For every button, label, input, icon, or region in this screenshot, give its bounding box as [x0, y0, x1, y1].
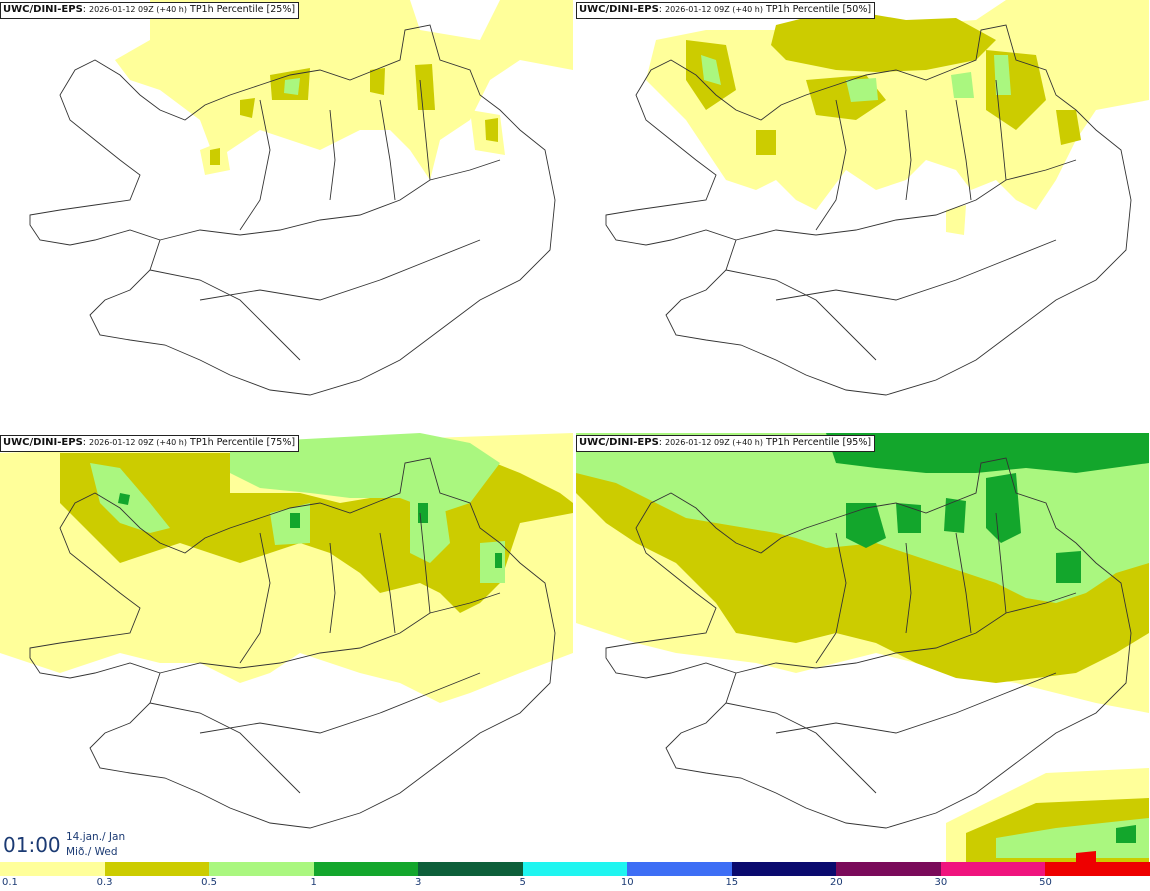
legend-tick-label: 0.1 — [2, 877, 18, 888]
legend-swatch — [522, 862, 628, 876]
panel-title: UWC/DINI-EPS: 2026-01-12 09Z (+40 h) TP1… — [576, 2, 876, 19]
precip-map-p25 — [29, 0, 573, 396]
valid-weekday: Mið./ Wed — [66, 846, 118, 858]
legend-tick-label: 15 — [725, 877, 739, 888]
legend-swatch — [731, 862, 837, 876]
panel-title: UWC/DINI-EPS: 2026-01-12 09Z (+40 h) TP1… — [576, 435, 876, 452]
iceland-outline — [29, 24, 556, 396]
precip-map-p50 — [605, 0, 1149, 396]
legend-swatch — [940, 862, 1046, 876]
panel-title: UWC/DINI-EPS: 2026-01-12 09Z (+40 h) TP1… — [0, 435, 300, 452]
legend-tick-label: 0.3 — [96, 877, 113, 888]
legend-swatch — [627, 862, 733, 876]
panel-title: UWC/DINI-EPS: 2026-01-12 09Z (+40 h) TP1… — [0, 2, 300, 19]
legend-tick-label: 0.5 — [201, 877, 218, 888]
map-panel-p25: UWC/DINI-EPS: 2026-01-12 09Z (+40 h) TP1… — [0, 0, 573, 430]
legend-swatch — [209, 862, 315, 876]
iceland-outline — [605, 457, 1132, 829]
iceland-outline — [605, 24, 1132, 396]
legend-tick-label: 20 — [829, 877, 843, 888]
legend-swatch — [1045, 862, 1150, 876]
legend-tick-label: 5 — [519, 877, 526, 888]
precip-map-p95 — [576, 433, 1149, 863]
legend-tick-label: 3 — [414, 877, 422, 888]
valid-time: 01:00 — [3, 833, 61, 857]
map-panel-p50: UWC/DINI-EPS: 2026-01-12 09Z (+40 h) TP1… — [576, 0, 1149, 430]
legend-tick-labels: 0.1 0.3 0.5 1 3 5 10 15 20 30 50 — [0, 877, 1150, 891]
legend-swatch — [836, 862, 942, 876]
legend-swatch — [104, 862, 210, 876]
map-panel-p75: UWC/DINI-EPS: 2026-01-12 09Z (+40 h) TP1… — [0, 433, 573, 863]
valid-time-box: 01:00 14.jan./ Jan Mið./ Wed — [0, 829, 138, 862]
map-panel-p95: UWC/DINI-EPS: 2026-01-12 09Z (+40 h) TP1… — [576, 433, 1149, 863]
legend-tick-label: 50 — [1039, 877, 1052, 888]
precip-color-legend — [0, 862, 1150, 876]
iceland-outline — [29, 457, 556, 829]
valid-date: 14.jan./ Jan — [66, 831, 126, 843]
legend-swatch — [418, 862, 524, 876]
legend-swatch — [0, 862, 106, 876]
legend-tick-label: 30 — [934, 877, 948, 888]
precip-map-p75 — [0, 433, 573, 829]
legend-tick-label: 10 — [620, 877, 634, 888]
legend-tick-label: 1 — [310, 877, 317, 888]
legend-swatch — [313, 862, 419, 876]
